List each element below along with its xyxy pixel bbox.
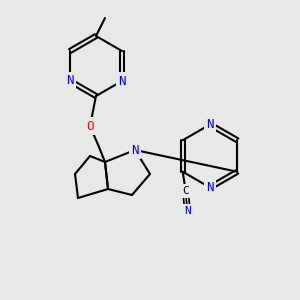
Text: N: N: [118, 74, 126, 88]
Text: C: C: [182, 186, 189, 196]
Text: N: N: [206, 118, 214, 131]
Text: N: N: [66, 74, 74, 88]
Text: O: O: [86, 119, 94, 133]
Text: N: N: [184, 206, 190, 216]
Text: N: N: [206, 181, 214, 194]
Text: N: N: [131, 143, 139, 157]
